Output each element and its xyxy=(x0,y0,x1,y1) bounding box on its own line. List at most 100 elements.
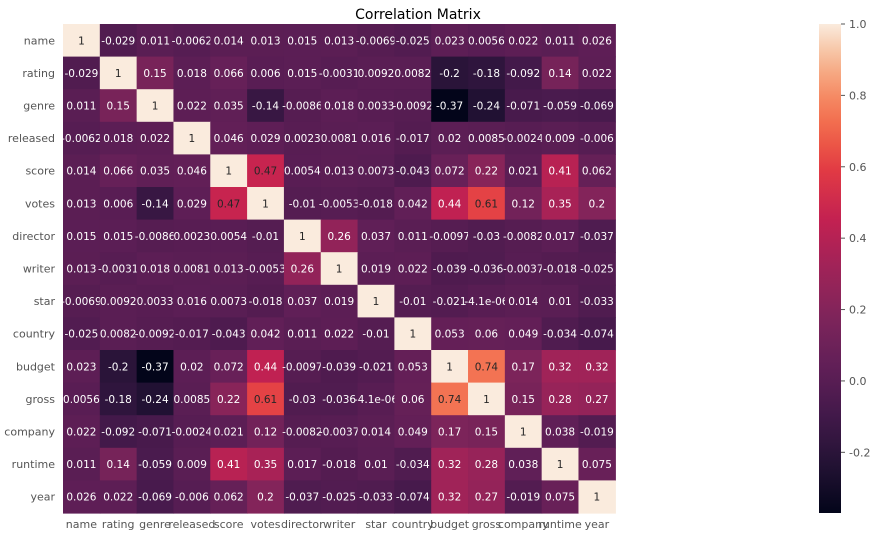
heatmap-cell xyxy=(99,121,138,155)
heatmap-cell xyxy=(394,382,432,416)
cell-value-label: -0.025 xyxy=(580,264,614,276)
heatmap-cell xyxy=(504,447,543,481)
heatmap-cell xyxy=(468,154,506,188)
cell-value-label: 0.32 xyxy=(438,492,461,504)
cell-value-label: 0.0073 xyxy=(210,296,247,308)
heatmap-cell xyxy=(394,447,432,481)
heatmap-cell xyxy=(468,317,506,351)
row-tick-label: star xyxy=(34,295,56,308)
cell-value-label: 0.009 xyxy=(545,133,575,145)
heatmap-cell xyxy=(357,480,395,514)
cell-value-label: 0.015 xyxy=(287,68,317,80)
cell-value-label: 0.021 xyxy=(214,427,244,439)
cell-value-label: -0.025 xyxy=(322,492,356,504)
row-tick-label: runtime xyxy=(12,458,56,471)
heatmap-cell xyxy=(504,317,543,351)
heatmap-cell xyxy=(357,284,395,318)
cell-value-label: 0.072 xyxy=(214,361,244,373)
heatmap-cell xyxy=(63,415,101,449)
cell-value-label: 0.0033 xyxy=(137,296,174,308)
heatmap-cell xyxy=(210,219,248,253)
heatmap-cell xyxy=(320,480,359,514)
heatmap-cell xyxy=(541,317,580,351)
column-tick-label: writer xyxy=(323,518,356,531)
cell-value-label: -0.018 xyxy=(359,198,393,210)
heatmap-cell xyxy=(578,154,616,188)
cell-value-label: -0.0062 xyxy=(172,35,213,47)
heatmap-cell xyxy=(320,219,359,253)
cell-value-label: -0.019 xyxy=(506,492,540,504)
cell-value-label: -0.0062 xyxy=(61,133,102,145)
heatmap-cell xyxy=(541,154,580,188)
heatmap-cell xyxy=(99,154,138,188)
cell-value-label: 0.28 xyxy=(475,459,498,471)
cell-value-label: 1 xyxy=(78,35,85,47)
heatmap-cell xyxy=(541,382,580,416)
cell-value-label: 0.2 xyxy=(257,492,274,504)
row-tick-label: gross xyxy=(26,393,56,406)
heatmap-cell xyxy=(578,219,616,253)
cell-value-label: 1 xyxy=(225,166,232,178)
cell-value-label: 0.0085 xyxy=(468,133,505,145)
row-tick-label: released xyxy=(8,132,55,145)
heatmap-cell xyxy=(210,89,248,123)
cell-value-label: 1 xyxy=(115,68,122,80)
cell-value-label: 1 xyxy=(336,264,343,276)
heatmap-cell xyxy=(283,219,322,253)
heatmap-cell xyxy=(431,219,469,253)
cell-value-label: -0.043 xyxy=(396,166,430,178)
heatmap-cell xyxy=(468,252,506,286)
heatmap-cell xyxy=(504,187,543,221)
heatmap-cell xyxy=(210,480,248,514)
heatmap-cell xyxy=(541,415,580,449)
heatmap-cell xyxy=(99,24,138,58)
heatmap-cells: 1 -0.029 0.011 -0.0062 0.014 0.013 0.015 0.013-… xyxy=(61,24,616,514)
cell-value-label: 0.01 xyxy=(548,296,571,308)
heatmap-cell xyxy=(173,121,211,155)
heatmap-cell xyxy=(504,252,543,286)
colorbar-ticks: -0.2 0.0 0.2 0.4 0.6 0.8 1.0 xyxy=(841,18,870,459)
cell-value-label: 0.15 xyxy=(512,394,535,406)
heatmap-cell xyxy=(357,350,395,384)
heatmap-cell xyxy=(431,317,469,351)
cell-value-label: 0.026 xyxy=(66,492,96,504)
heatmap-cell xyxy=(247,121,285,155)
cell-value-label: 0.61 xyxy=(475,198,498,210)
colorbar-tick-label: 0.8 xyxy=(849,89,867,102)
cell-value-label: -0.029 xyxy=(64,68,98,80)
heatmap-cell xyxy=(578,252,616,286)
heatmap-cell xyxy=(63,187,101,221)
row-tick-label: year xyxy=(30,491,55,504)
cell-value-label: 1 xyxy=(446,361,453,373)
cell-value-label: 1 xyxy=(409,329,416,341)
cell-value-label: -0.01 xyxy=(289,198,316,210)
colorbar-tick-label: 0.4 xyxy=(849,232,867,245)
cell-value-label: 0.14 xyxy=(548,68,572,80)
heatmap-cell xyxy=(504,219,543,253)
cell-value-label: -0.18 xyxy=(473,68,500,80)
column-tick-label: budget xyxy=(430,518,470,531)
heatmap-cell xyxy=(357,252,395,286)
cell-value-label: -0.043 xyxy=(212,329,246,341)
heatmap-cell xyxy=(320,284,359,318)
row-tick-label: score xyxy=(25,165,55,178)
cell-value-label: 0.029 xyxy=(177,198,207,210)
heatmap-cell xyxy=(99,252,138,286)
cell-value-label: -0.0053 xyxy=(245,264,286,276)
cell-value-label: -0.034 xyxy=(543,329,577,341)
cell-value-label: 0.022 xyxy=(508,35,538,47)
cell-value-label: -0.019 xyxy=(580,427,614,439)
cell-value-label: -0.37 xyxy=(141,361,168,373)
cell-value-label: 0.013 xyxy=(250,35,280,47)
heatmap-cell xyxy=(357,154,395,188)
cell-value-label: -0.018 xyxy=(322,459,356,471)
heatmap-cell xyxy=(541,447,580,481)
heatmap-cell xyxy=(99,447,138,481)
heatmap-cell xyxy=(578,317,616,351)
cell-value-label: 0.06 xyxy=(401,394,425,406)
heatmap-cell xyxy=(210,284,248,318)
cell-value-label: 0.0073 xyxy=(358,166,395,178)
heatmap-cell xyxy=(99,284,138,318)
heatmap-cell xyxy=(210,317,248,351)
cell-value-label: 1 xyxy=(520,427,527,439)
